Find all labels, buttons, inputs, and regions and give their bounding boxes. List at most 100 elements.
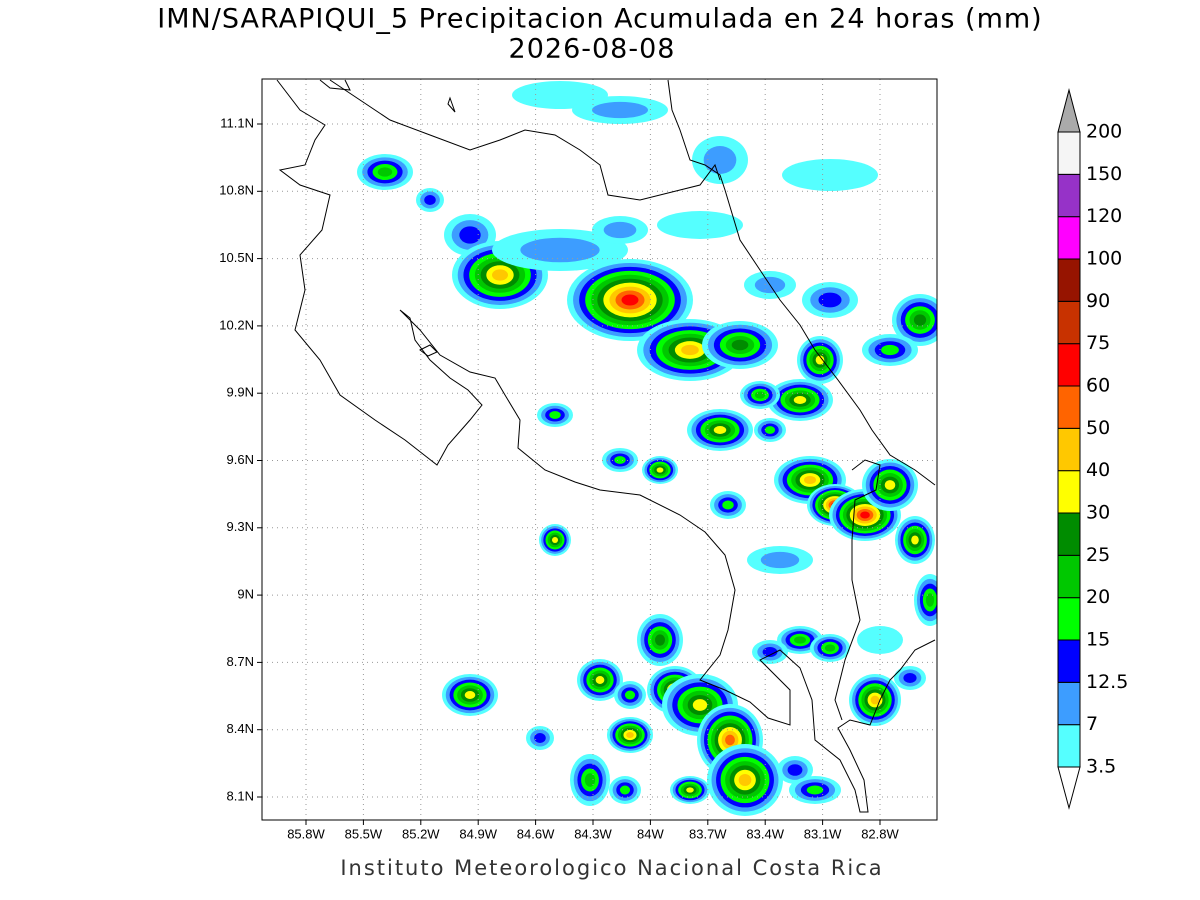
colorbar-label: 90 <box>1086 290 1110 312</box>
rain-cell <box>884 480 896 490</box>
rain-cell <box>551 536 559 544</box>
rain-cell <box>794 636 806 644</box>
rain-cell <box>725 734 735 746</box>
colorbar-label: 3.5 <box>1086 756 1116 778</box>
y-tick-label: 9.6N <box>227 452 254 467</box>
rain-cell <box>592 101 648 119</box>
map-area: 85.8W 85.5W 85.2W 84.9W 84.6W 84.3W 84W 83.7W 83… <box>219 78 938 841</box>
colorbar-label: 12.5 <box>1086 671 1128 693</box>
y-tick-label: 10.2N <box>219 317 254 332</box>
map-frame <box>261 78 938 821</box>
y-tick-label: 8.7N <box>227 654 254 669</box>
coastline <box>276 79 936 813</box>
colorbar-box <box>1057 470 1081 514</box>
rain-cell <box>654 634 666 646</box>
rain-cell <box>713 426 727 434</box>
rain-cell <box>534 733 546 743</box>
rain-cell <box>619 785 631 795</box>
rain-cell <box>754 391 766 399</box>
y-tick-label: 9.3N <box>227 519 254 534</box>
date: 2026-08-08 <box>509 34 676 65</box>
rain-cell <box>731 339 749 351</box>
colorbar-label: 100 <box>1086 248 1122 270</box>
x-tick-label: 85.8W <box>287 826 325 841</box>
rain-cell <box>656 467 664 473</box>
y-tick-label: 10.5N <box>219 250 254 265</box>
rain-cell <box>584 773 596 787</box>
x-tick-label: 84.3W <box>574 826 612 841</box>
rain-cell <box>686 787 694 793</box>
rain-cell <box>764 426 776 434</box>
lake-island <box>319 79 456 357</box>
title: IMN/SARAPIQUI_5 Precipitacion Acumulada … <box>157 4 1042 35</box>
colorbar-box <box>1057 385 1081 429</box>
colorbar-box <box>1057 639 1081 683</box>
rain-cell <box>793 396 807 404</box>
colorbar-label: 30 <box>1086 502 1110 524</box>
rain-cell <box>806 785 824 795</box>
rain-cell <box>621 294 639 306</box>
x-tick-label: 82.8W <box>861 826 899 841</box>
colorbar-under <box>1057 766 1081 810</box>
rain-cell <box>614 456 626 464</box>
colorbar-over <box>1057 88 1081 133</box>
y-tick-label: 9N <box>237 587 254 602</box>
rain-cell <box>692 699 708 711</box>
colorbar-box <box>1057 724 1081 768</box>
rain-cell <box>464 691 476 699</box>
y-tick-label: 9.9N <box>227 385 254 400</box>
border-north <box>329 79 721 201</box>
footer: Instituto Meteorologico Nacional Costa R… <box>340 856 883 880</box>
x-tick-label: 84.9W <box>459 826 497 841</box>
rain-cell <box>860 511 870 519</box>
rain-cell <box>549 411 561 419</box>
colorbar-label: 75 <box>1086 332 1110 354</box>
rain-cell <box>681 344 699 356</box>
rain-cell <box>624 690 636 700</box>
rain-cell <box>626 732 634 738</box>
rain-cell <box>492 269 508 281</box>
y-tick-label: 11.1N <box>220 115 254 130</box>
rain-cell <box>657 211 743 239</box>
rain-cell <box>804 476 816 484</box>
rain-cell <box>857 626 903 654</box>
colorbar-box <box>1057 597 1081 641</box>
rain-cell <box>913 314 927 326</box>
x-tick-label: 83.1W <box>804 826 842 841</box>
y-tick-label: 8.4N <box>227 721 254 736</box>
colorbar-label: 20 <box>1086 586 1110 608</box>
rain-cell <box>818 292 842 308</box>
colorbar-box <box>1057 173 1081 218</box>
grid <box>262 79 937 820</box>
rain-cell <box>595 676 605 684</box>
colorbar-label: 120 <box>1086 205 1122 227</box>
y-tick-label: 8.1N <box>227 788 254 803</box>
rain-cell <box>782 159 878 191</box>
rain-cell <box>925 593 935 607</box>
rain-cell <box>903 673 917 683</box>
colorbar-box <box>1057 512 1081 556</box>
colorbar-box <box>1057 343 1081 387</box>
colorbar-box <box>1057 258 1081 302</box>
caribbean-coast <box>667 79 936 486</box>
y-tick-label: 10.8N <box>219 183 254 198</box>
x-tick-label: 84.6W <box>517 826 555 841</box>
colorbar-box <box>1057 427 1081 472</box>
colorbar-label: 200 <box>1086 121 1122 143</box>
rain-cell <box>881 344 899 356</box>
rain-cell <box>787 764 803 776</box>
rain-cell <box>762 647 778 657</box>
rain-cell <box>760 551 800 569</box>
x-tick-label: 84W <box>637 826 664 841</box>
rain-cell <box>520 237 600 263</box>
rain-cell <box>424 195 436 205</box>
rain-cell <box>603 221 637 239</box>
rain-cell <box>377 167 393 177</box>
border-south <box>834 459 881 721</box>
colorbar: 3.5 7 12.5 15 20 25 30 40 50 60 75 90 100 120 150 200 <box>1057 88 1128 810</box>
colorbar-box <box>1057 216 1081 260</box>
x-tick-label: 85.5W <box>345 826 383 841</box>
precipitation-field <box>357 81 937 816</box>
